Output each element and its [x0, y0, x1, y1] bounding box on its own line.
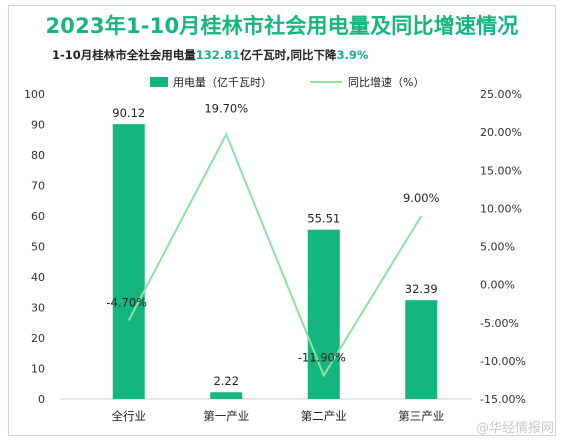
- bar-value-label-3: 32.39: [405, 282, 438, 296]
- x-category-label-3: 第三产业: [398, 409, 444, 423]
- y-left-tick-label: 60: [31, 210, 45, 223]
- legend-label-consumption: 用电量（亿千瓦时）: [173, 76, 272, 89]
- subtitle-rate: 3.9%: [336, 48, 369, 62]
- line-value-label-3: 9.00%: [403, 191, 440, 205]
- bar-value-label-0: 90.12: [112, 106, 145, 120]
- x-category-label-2: 第二产业: [301, 409, 347, 423]
- y-right-tick-label: 5.00%: [480, 241, 515, 254]
- x-category-label-1: 第一产业: [203, 409, 249, 423]
- watermark: @华经情报网: [475, 421, 554, 436]
- y-right-tick-label: -15.00%: [480, 393, 526, 406]
- line-value-label-0: -4.70%: [106, 295, 147, 309]
- bar-value-label-2: 55.51: [307, 212, 340, 226]
- legend-line-swatch: [310, 81, 342, 83]
- y-left-tick-label: 70: [31, 180, 45, 193]
- y-left-tick-label: 0: [38, 393, 45, 406]
- legend-item-consumption: 用电量（亿千瓦时）: [150, 74, 272, 90]
- y-right-tick-label: 0.00%: [480, 279, 515, 292]
- bar-2: [307, 229, 340, 399]
- legend-label-growth: 同比增速（%）: [348, 76, 425, 89]
- y-right-tick-label: 20.00%: [480, 126, 522, 139]
- y-left-tick-label: 100: [24, 88, 45, 101]
- y-left-tick-label: 80: [31, 149, 45, 162]
- y-left-tick-label: 40: [31, 271, 45, 284]
- growth-line: [127, 132, 423, 378]
- x-category-label-0: 全行业: [112, 409, 147, 423]
- y-left-tick-label: 10: [31, 363, 45, 376]
- subtitle-total-value: 132.81: [195, 48, 241, 62]
- y-right-tick-label: 10.00%: [480, 202, 522, 215]
- bar-1: [210, 392, 243, 399]
- y-left-tick-label: 20: [31, 332, 45, 345]
- y-right-tick-label: 25.00%: [480, 88, 522, 101]
- subtitle-mid: 亿千瓦时,同比下降: [240, 48, 337, 62]
- chart-title: 2023年1-10月桂林市社会用电量及同比增速情况: [45, 14, 519, 38]
- y-left-tick-label: 90: [31, 119, 45, 132]
- y-right-tick-label: -10.00%: [480, 355, 526, 368]
- chart-frame: [8, 5, 556, 436]
- y-right-tick-label: -5.00%: [480, 317, 519, 330]
- line-value-label-2: -11.90%: [298, 350, 346, 364]
- bar-0: [112, 124, 145, 399]
- legend-bar-swatch: [150, 77, 168, 87]
- y-left-tick-label: 30: [31, 302, 45, 315]
- chart-subtitle: 1-10月桂林市全社会用电量132.81亿千瓦时,同比下降3.9%: [52, 47, 368, 63]
- legend-item-growth: 同比增速（%）: [310, 74, 424, 90]
- line-value-label-1: 19.70%: [204, 101, 248, 115]
- chart-legend: 用电量（亿千瓦时） 同比增速（%）: [150, 73, 462, 91]
- y-right-tick-label: 15.00%: [480, 164, 522, 177]
- bar-value-label-1: 2.22: [213, 374, 239, 388]
- subtitle-prefix: 1-10月桂林市全社会用电量: [52, 48, 196, 62]
- bar-3: [405, 300, 438, 399]
- y-left-tick-label: 50: [31, 241, 45, 254]
